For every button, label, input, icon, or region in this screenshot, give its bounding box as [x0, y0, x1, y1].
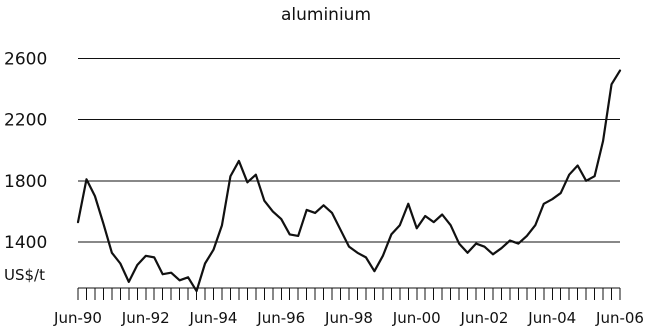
data-point-49 [492, 253, 494, 255]
data-point-38 [399, 224, 401, 226]
data-point-39 [407, 203, 409, 205]
data-point-37 [390, 233, 392, 235]
x-tick-label-jun-04: Jun-04 [527, 309, 576, 327]
data-point-59 [576, 164, 578, 166]
data-point-63 [610, 83, 612, 85]
data-point-60 [585, 180, 587, 182]
data-point-7 [136, 264, 138, 266]
data-point-30 [331, 212, 333, 214]
data-point-29 [322, 204, 324, 206]
data-point-41 [424, 215, 426, 217]
x-tick-label-jun-02: Jun-02 [460, 309, 509, 327]
data-point-33 [356, 252, 358, 254]
data-point-18 [229, 175, 231, 177]
data-point-26 [297, 235, 299, 237]
x-tick-label-jun-90: Jun-90 [53, 309, 102, 327]
data-point-51 [509, 239, 511, 241]
data-point-55 [543, 203, 545, 205]
data-point-62 [602, 140, 604, 142]
data-point-21 [255, 173, 257, 175]
y-tick-label-2200: 2200 [4, 111, 47, 131]
series-layer [76, 69, 622, 293]
data-point-22 [263, 200, 265, 202]
data-point-58 [568, 173, 570, 175]
data-point-15 [204, 262, 206, 264]
data-point-23 [272, 210, 274, 212]
data-point-19 [238, 160, 240, 162]
data-point-36 [382, 255, 384, 257]
data-point-6 [128, 281, 130, 283]
data-point-20 [246, 181, 248, 183]
grid-layer [78, 57, 620, 243]
data-point-4 [111, 252, 113, 254]
data-point-14 [195, 290, 197, 292]
data-point-0 [77, 221, 79, 223]
chart-title: aluminium [281, 5, 371, 25]
data-point-56 [551, 198, 553, 200]
data-point-34 [365, 256, 367, 258]
data-point-52 [517, 242, 519, 244]
y-tick-label-2600: 2600 [4, 49, 47, 69]
x-tick-label-jun-00: Jun-00 [392, 309, 441, 327]
data-point-5 [119, 262, 121, 264]
label-layer: 1400 1800 2200 2600 US$/t Jun-90 Jun-92 Jun-94 J… [4, 49, 644, 327]
data-point-31 [339, 229, 341, 231]
x-tick-label-jun-06: Jun-06 [595, 309, 644, 327]
data-point-2 [94, 195, 96, 197]
data-point-17 [221, 224, 223, 226]
y-tick-label-1800: 1800 [4, 172, 47, 192]
data-point-28 [314, 212, 316, 214]
data-point-25 [289, 233, 291, 235]
data-point-3 [102, 222, 104, 224]
x-tick-label-jun-92: Jun-92 [121, 309, 170, 327]
data-point-48 [483, 245, 485, 247]
data-point-11 [170, 271, 172, 273]
data-point-8 [145, 255, 147, 257]
x-tick-label-jun-94: Jun-94 [189, 309, 238, 327]
data-point-32 [348, 245, 350, 247]
y-tick-label-1400: 1400 [4, 233, 47, 253]
data-point-57 [560, 192, 562, 194]
data-point-12 [178, 279, 180, 281]
data-point-16 [212, 249, 214, 251]
data-point-50 [500, 247, 502, 249]
data-point-35 [373, 270, 375, 272]
series-line-aluminium [76, 69, 622, 293]
data-point-40 [416, 227, 418, 229]
data-point-43 [441, 213, 443, 215]
axis-layer [77, 287, 621, 300]
x-tick-label-jun-98: Jun-98 [324, 309, 373, 327]
data-point-53 [526, 235, 528, 237]
data-point-64 [619, 69, 621, 71]
data-point-27 [305, 209, 307, 211]
unit-label: US$/t [4, 266, 45, 284]
x-tick-label-jun-96: Jun-96 [256, 309, 305, 327]
data-point-24 [280, 218, 282, 220]
data-point-13 [187, 276, 189, 278]
data-point-10 [161, 273, 163, 275]
data-point-44 [449, 224, 451, 226]
data-point-42 [432, 221, 434, 223]
data-point-45 [458, 242, 460, 244]
data-point-61 [593, 175, 595, 177]
data-point-9 [153, 256, 155, 258]
data-point-47 [475, 242, 477, 244]
data-point-1 [85, 178, 87, 180]
data-point-54 [534, 224, 536, 226]
data-point-46 [466, 252, 468, 254]
